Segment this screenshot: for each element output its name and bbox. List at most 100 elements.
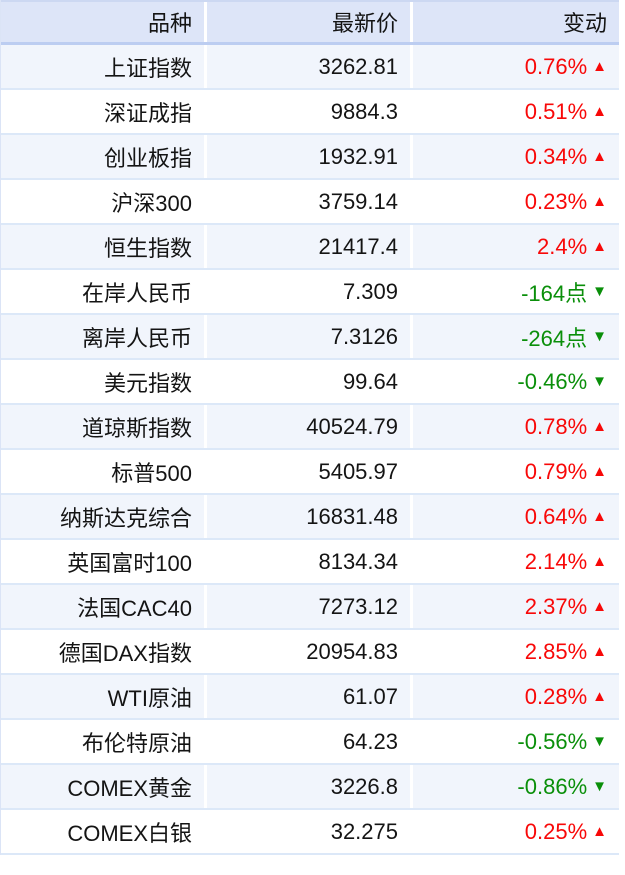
- latest-price: 5405.97: [207, 450, 413, 493]
- instrument-name: 德国DAX指数: [1, 630, 207, 673]
- up-arrow-icon: ▲: [592, 643, 607, 660]
- latest-price: 21417.4: [207, 225, 413, 268]
- table-row: 英国富时100 8134.34 2.14% ▲: [1, 540, 619, 585]
- latest-price: 7.3126: [207, 315, 413, 358]
- table-row: COMEX黄金 3226.8 -0.86% ▼: [1, 765, 619, 810]
- change-value: 0.23%: [524, 188, 588, 214]
- change-value: -0.46%: [517, 368, 588, 394]
- instrument-name: COMEX白银: [1, 810, 207, 853]
- change-cell: 2.14% ▲: [413, 540, 619, 583]
- change-cell: 0.78% ▲: [413, 405, 619, 448]
- instrument-name: COMEX黄金: [1, 765, 207, 808]
- instrument-name: WTI原油: [1, 675, 207, 718]
- change-value: 0.51%: [524, 98, 588, 124]
- change-cell: 2.4% ▲: [413, 225, 619, 268]
- table-body: 上证指数 3262.81 0.76% ▲ 深证成指 9884.3 0.51% ▲…: [1, 45, 619, 855]
- latest-price: 7273.12: [207, 585, 413, 628]
- down-arrow-icon: ▼: [592, 733, 607, 750]
- table-row: 上证指数 3262.81 0.76% ▲: [1, 45, 619, 90]
- instrument-name: 恒生指数: [1, 225, 207, 268]
- table-row: 德国DAX指数 20954.83 2.85% ▲: [1, 630, 619, 675]
- instrument-name: 在岸人民币: [1, 270, 207, 313]
- latest-price: 32.275: [207, 810, 413, 853]
- change-cell: -0.86% ▼: [413, 765, 619, 808]
- up-arrow-icon: ▲: [592, 148, 607, 165]
- instrument-name: 道琼斯指数: [1, 405, 207, 448]
- instrument-name: 深证成指: [1, 90, 207, 133]
- change-cell: 0.34% ▲: [413, 135, 619, 178]
- change-cell: 2.37% ▲: [413, 585, 619, 628]
- table-row: 沪深300 3759.14 0.23% ▲: [1, 180, 619, 225]
- up-arrow-icon: ▲: [592, 688, 607, 705]
- table-row: COMEX白银 32.275 0.25% ▲: [1, 810, 619, 855]
- up-arrow-icon: ▲: [592, 58, 607, 75]
- down-arrow-icon: ▼: [592, 373, 607, 390]
- column-header-latest-price: 最新价: [207, 2, 413, 42]
- instrument-name: 纳斯达克综合: [1, 495, 207, 538]
- column-header-change: 变动: [562, 11, 607, 36]
- change-value: -0.86%: [517, 773, 588, 799]
- change-value: -264点: [521, 325, 588, 351]
- change-cell: -264点 ▼: [413, 315, 619, 358]
- table-row: WTI原油 61.07 0.28% ▲: [1, 675, 619, 720]
- change-value: 0.64%: [524, 503, 588, 529]
- instrument-name: 沪深300: [1, 180, 207, 223]
- up-arrow-icon: ▲: [592, 553, 607, 570]
- change-value: 0.28%: [524, 683, 588, 709]
- change-cell: 0.28% ▲: [413, 675, 619, 718]
- change-value: 0.34%: [524, 143, 588, 169]
- instrument-name: 法国CAC40: [1, 585, 207, 628]
- table-row: 恒生指数 21417.4 2.4% ▲: [1, 225, 619, 270]
- change-cell: -0.56% ▼: [413, 720, 619, 763]
- table-row: 布伦特原油 64.23 -0.56% ▼: [1, 720, 619, 765]
- change-cell: 0.76% ▲: [413, 45, 619, 88]
- table-row: 纳斯达克综合 16831.48 0.64% ▲: [1, 495, 619, 540]
- change-cell: 0.23% ▲: [413, 180, 619, 223]
- change-value: 2.14%: [524, 548, 588, 574]
- table-row: 美元指数 99.64 -0.46% ▼: [1, 360, 619, 405]
- instrument-name: 上证指数: [1, 45, 207, 88]
- change-value: 2.85%: [524, 638, 588, 664]
- latest-price: 16831.48: [207, 495, 413, 538]
- latest-price: 3226.8: [207, 765, 413, 808]
- down-arrow-icon: ▼: [592, 283, 607, 300]
- instrument-name: 英国富时100: [1, 540, 207, 583]
- latest-price: 1932.91: [207, 135, 413, 178]
- table-row: 深证成指 9884.3 0.51% ▲: [1, 90, 619, 135]
- change-value: 0.25%: [524, 818, 588, 844]
- latest-price: 20954.83: [207, 630, 413, 673]
- up-arrow-icon: ▲: [592, 238, 607, 255]
- instrument-name: 美元指数: [1, 360, 207, 403]
- change-value: -0.56%: [517, 728, 588, 754]
- change-cell: 0.51% ▲: [413, 90, 619, 133]
- down-arrow-icon: ▼: [592, 328, 607, 345]
- up-arrow-icon: ▲: [592, 508, 607, 525]
- up-arrow-icon: ▲: [592, 823, 607, 840]
- latest-price: 8134.34: [207, 540, 413, 583]
- down-arrow-icon: ▼: [592, 778, 607, 795]
- latest-price: 3759.14: [207, 180, 413, 223]
- table-row: 道琼斯指数 40524.79 0.78% ▲: [1, 405, 619, 450]
- latest-price: 61.07: [207, 675, 413, 718]
- change-value: -164点: [521, 280, 588, 306]
- change-cell: 0.25% ▲: [413, 810, 619, 853]
- instrument-name: 标普500: [1, 450, 207, 493]
- latest-price: 64.23: [207, 720, 413, 763]
- up-arrow-icon: ▲: [592, 598, 607, 615]
- change-cell: -0.46% ▼: [413, 360, 619, 403]
- latest-price: 7.309: [207, 270, 413, 313]
- change-cell: 2.85% ▲: [413, 630, 619, 673]
- table-row: 创业板指 1932.91 0.34% ▲: [1, 135, 619, 180]
- latest-price: 9884.3: [207, 90, 413, 133]
- change-cell: -164点 ▼: [413, 270, 619, 313]
- instrument-name: 离岸人民币: [1, 315, 207, 358]
- table-row: 离岸人民币 7.3126 -264点 ▼: [1, 315, 619, 360]
- table-header-row: 品种 最新价 变动: [1, 0, 619, 45]
- latest-price: 40524.79: [207, 405, 413, 448]
- instrument-name: 创业板指: [1, 135, 207, 178]
- up-arrow-icon: ▲: [592, 103, 607, 120]
- change-value: 2.37%: [524, 593, 588, 619]
- change-value: 0.78%: [524, 413, 588, 439]
- up-arrow-icon: ▲: [592, 418, 607, 435]
- up-arrow-icon: ▲: [592, 193, 607, 210]
